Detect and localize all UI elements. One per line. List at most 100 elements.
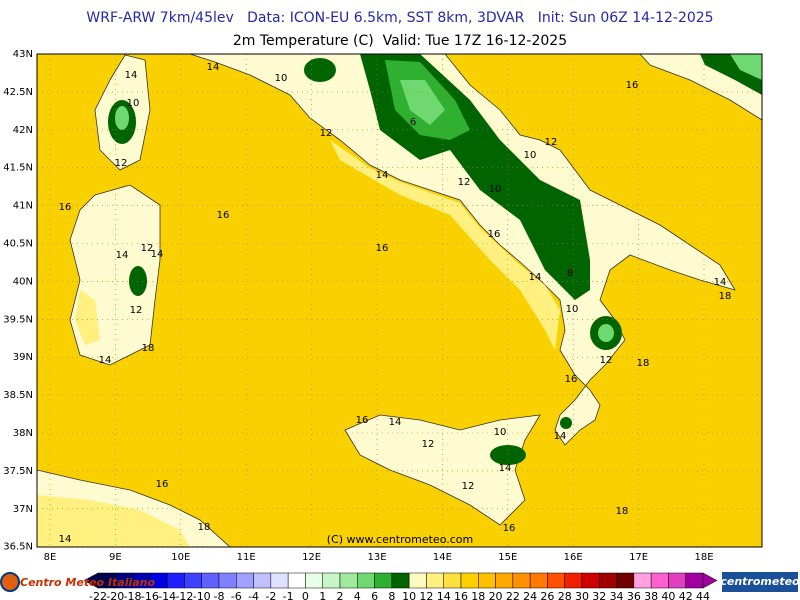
contour-label: 12 (545, 137, 558, 148)
colorbar-label: -18 (124, 590, 142, 600)
colorbar-swatch (564, 572, 583, 589)
contour-label: 14 (376, 170, 389, 181)
contour-label: 16 (503, 523, 516, 534)
colorbar-swatch (650, 572, 669, 589)
contour-label: 10 (127, 98, 140, 109)
colorbar-label: 20 (489, 590, 503, 600)
contour-label: 18 (637, 358, 650, 369)
contour-label: 6 (410, 117, 416, 128)
colorbar-swatch (236, 572, 254, 589)
colorbar-label: 4 (354, 590, 361, 600)
apennine-peak (400, 80, 445, 125)
colorbar-label: -10 (193, 590, 211, 600)
colorbar-label: -12 (175, 590, 193, 600)
colorbar-swatch (443, 572, 462, 589)
lat-label: 42N (13, 125, 33, 136)
contour-label: 12 (320, 128, 333, 139)
contour-label: 16 (356, 415, 369, 426)
contour-label: 10 (524, 150, 537, 161)
lon-label: 14E (433, 552, 452, 563)
lat-label: 43N (13, 49, 33, 60)
colorbar-swatch (581, 572, 600, 589)
lat-label: 37N (13, 504, 33, 515)
contour-label: 18 (616, 506, 629, 517)
contour-label: 14 (59, 534, 72, 545)
colorbar-swatch (685, 572, 704, 589)
contour-label: 16 (217, 210, 230, 221)
contour-label: 14 (499, 463, 512, 474)
colorbar-label: 24 (523, 590, 537, 600)
lat-label: 42.5N (3, 87, 33, 98)
contour-label: 14 (554, 431, 567, 442)
contour-label: 12 (462, 481, 475, 492)
colorbar-arrow-right (702, 572, 718, 589)
colorbar-label: -4 (248, 590, 259, 600)
colorbar-swatch (287, 572, 306, 589)
logo-left: Centro Meteo Italiano (20, 576, 156, 589)
contour-label: 14 (116, 250, 129, 261)
colorbar-swatch (357, 572, 375, 589)
colorbar-label: 26 (540, 590, 554, 600)
colorbar-swatch (253, 572, 272, 589)
colorbar-label: -8 (214, 590, 225, 600)
colorbar-label: -6 (231, 590, 242, 600)
colorbar-swatch (495, 572, 514, 589)
colorbar-label: 28 (558, 590, 572, 600)
balkans-peak (730, 54, 762, 80)
lat-label: 41.5N (3, 163, 33, 174)
colorbar: -22 -20 -18 -16 -14 -12 -10 -8 -6 -4 -2 -1 0 1 2 4 6 8 10 1… (83, 572, 718, 600)
lat-label: 38.5N (3, 390, 33, 401)
contour-label: 10 (566, 304, 579, 315)
contour-label: 14 (99, 355, 112, 366)
colorbar-label: 42 (679, 590, 693, 600)
colorbar-swatch (166, 572, 185, 589)
lat-label: 37.5N (3, 466, 33, 477)
colorbar-swatch (374, 572, 393, 589)
lon-label: 11E (237, 552, 256, 563)
lat-label: 41N (13, 201, 33, 212)
colorbar-swatch (391, 572, 410, 589)
contour-label: 12 (130, 305, 143, 316)
header-line1: WRF-ARW 7km/45lev Data: ICON-EU 6.5km, S… (86, 10, 713, 26)
colorbar-swatch (547, 572, 565, 589)
contour-label: 16 (565, 374, 578, 385)
contour-label: 12 (422, 439, 435, 450)
logo-left-icon (0, 572, 20, 592)
colorbar-label: 8 (388, 590, 395, 600)
contour-label: 14 (207, 62, 220, 73)
lon-label: 18E (694, 552, 713, 563)
colorbar-swatch (599, 572, 617, 589)
colorbar-label: 14 (437, 590, 451, 600)
colorbar-swatch (339, 572, 358, 589)
sila-peak (598, 324, 614, 342)
contour-label: 8 (567, 268, 573, 279)
colorbar-swatch (616, 572, 635, 589)
colorbar-label: 22 (506, 590, 520, 600)
tunisia-coastal (37, 495, 190, 547)
contour-label: 18 (198, 522, 211, 533)
contour-label: 12 (141, 243, 154, 254)
colorbar-swatch (270, 572, 289, 589)
contour-label: 12 (458, 177, 471, 188)
map-frame (36, 53, 763, 548)
colorbar-swatch (201, 572, 220, 589)
contour-label: 14 (529, 272, 542, 283)
contour-label: 14 (125, 70, 138, 81)
colorbar-swatch (633, 572, 652, 589)
colorbar-swatch (512, 572, 531, 589)
sardinia-coastal (75, 290, 100, 345)
contour-label: 14 (714, 277, 727, 288)
contour-label: 16 (626, 80, 639, 91)
colorbar-label: -1 (283, 590, 294, 600)
colorbar-label: 12 (419, 590, 433, 600)
credit: (C) www.centrometeo.com (327, 533, 473, 546)
colorbar-swatch (218, 572, 237, 589)
contour-label: 10 (489, 184, 502, 195)
lat-label: 39.5N (3, 314, 33, 325)
colorbar-label: 40 (661, 590, 675, 600)
colorbar-label: 1 (319, 590, 326, 600)
lon-label: 13E (367, 552, 386, 563)
colorbar-label: 2 (337, 590, 344, 600)
colorbar-label: 32 (592, 590, 606, 600)
